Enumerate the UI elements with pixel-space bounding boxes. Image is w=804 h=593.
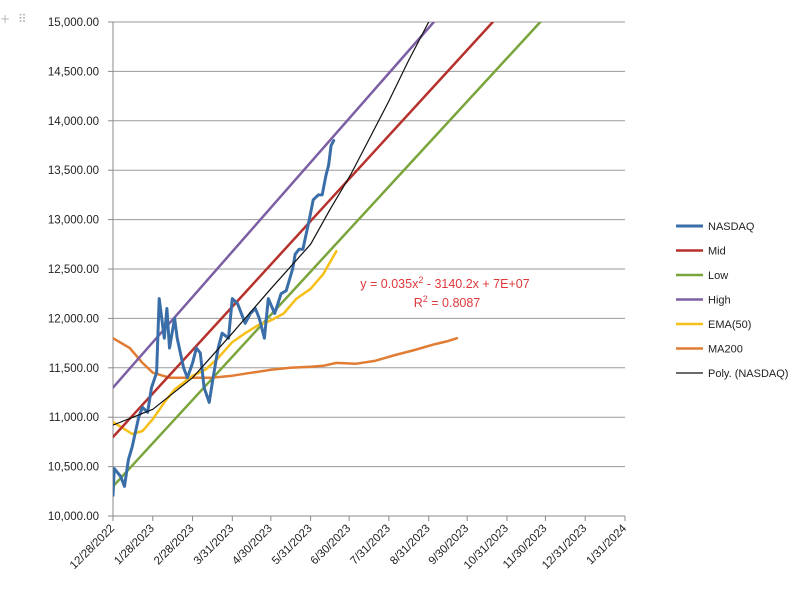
drag-handle-icon[interactable]: ⠿: [17, 12, 29, 26]
x-tick-label: 2/28/2023: [152, 523, 197, 568]
y-tick-label: 11,500.00: [49, 363, 99, 375]
r2-prefix: R: [414, 296, 423, 310]
gridlines: [112, 21, 625, 517]
y-tick-label: 12,000.00: [48, 313, 99, 325]
legend-label-mid: Mid: [708, 246, 726, 258]
y-tick-label: 12,500.00: [48, 264, 99, 276]
legend-label-low: Low: [708, 270, 728, 282]
y-tick-label: 13,500.00: [48, 165, 99, 177]
x-tick-label: 12/28/2022: [68, 523, 117, 572]
legend-label-ema-50: EMA(50): [708, 319, 751, 331]
equation-superscript: 2: [418, 275, 423, 285]
x-tick-label: 1/28/2023: [112, 523, 157, 568]
series-mid-line: [113, 22, 495, 439]
y-tick-label: 14,500.00: [48, 66, 99, 78]
y-tick-label: 15,000.00: [48, 17, 99, 29]
y-tick-label: 10,500.00: [48, 462, 99, 474]
equation-label: y = 0.035x2 - 3140.2x + 7E+07: [360, 275, 529, 291]
x-tick-label: 8/31/2023: [388, 523, 433, 568]
series-high-line: [113, 22, 436, 389]
series-ema-50-line: [113, 249, 338, 436]
toolbar-handle[interactable]: + ⠿: [0, 12, 29, 26]
x-tick-label: 5/31/2023: [270, 523, 315, 568]
y-tick-label: 10,000.00: [48, 511, 99, 523]
x-tick-label: 6/30/2023: [309, 523, 354, 568]
y-tick-label: 14,000.00: [48, 116, 99, 128]
equation-suffix: - 3140.2x + 7E+07: [423, 277, 529, 291]
legend-label-poly-nasdaq: Poly. (NASDAQ): [708, 368, 788, 380]
add-icon[interactable]: +: [0, 12, 13, 26]
x-tick-label: 4/30/2023: [230, 523, 275, 568]
r-squared-label: R2 = 0.8087: [414, 294, 481, 310]
y-tick-label: 13,000.00: [48, 215, 99, 227]
x-tick-label: 1/31/2024: [584, 522, 629, 567]
legend-label-high: High: [708, 295, 731, 307]
r2-suffix: = 0.8087: [428, 296, 481, 310]
y-axis: 10,000.00 10,500.00 11,000.00 11,500.00 12,0…: [48, 17, 113, 523]
x-tick-label: 3/31/2023: [192, 523, 237, 568]
y-tick-label: 11,000.00: [49, 412, 99, 424]
series-low-line: [113, 22, 542, 488]
series-poly-nasdaq-line: [113, 22, 430, 426]
r2-superscript: 2: [423, 294, 428, 304]
series-nasdaq-line: [113, 139, 336, 497]
plot-area: [113, 22, 542, 497]
trendline-equation: y = 0.035x2 - 3140.2x + 7E+07 R2 = 0.808…: [360, 275, 529, 310]
legend: NASDAQ Mid Low High EMA(50) MA200 Poly. (NASDA…: [676, 221, 788, 380]
legend-label-ma200: MA200: [708, 344, 743, 356]
x-tick-label: 7/31/2023: [348, 523, 393, 568]
series-ma200-line: [113, 336, 459, 379]
legend-label-nasdaq: NASDAQ: [708, 221, 755, 233]
x-axis: 12/28/20221/28/20232/28/20233/31/20234/3…: [68, 516, 630, 572]
equation-prefix: y = 0.035x: [360, 277, 419, 291]
